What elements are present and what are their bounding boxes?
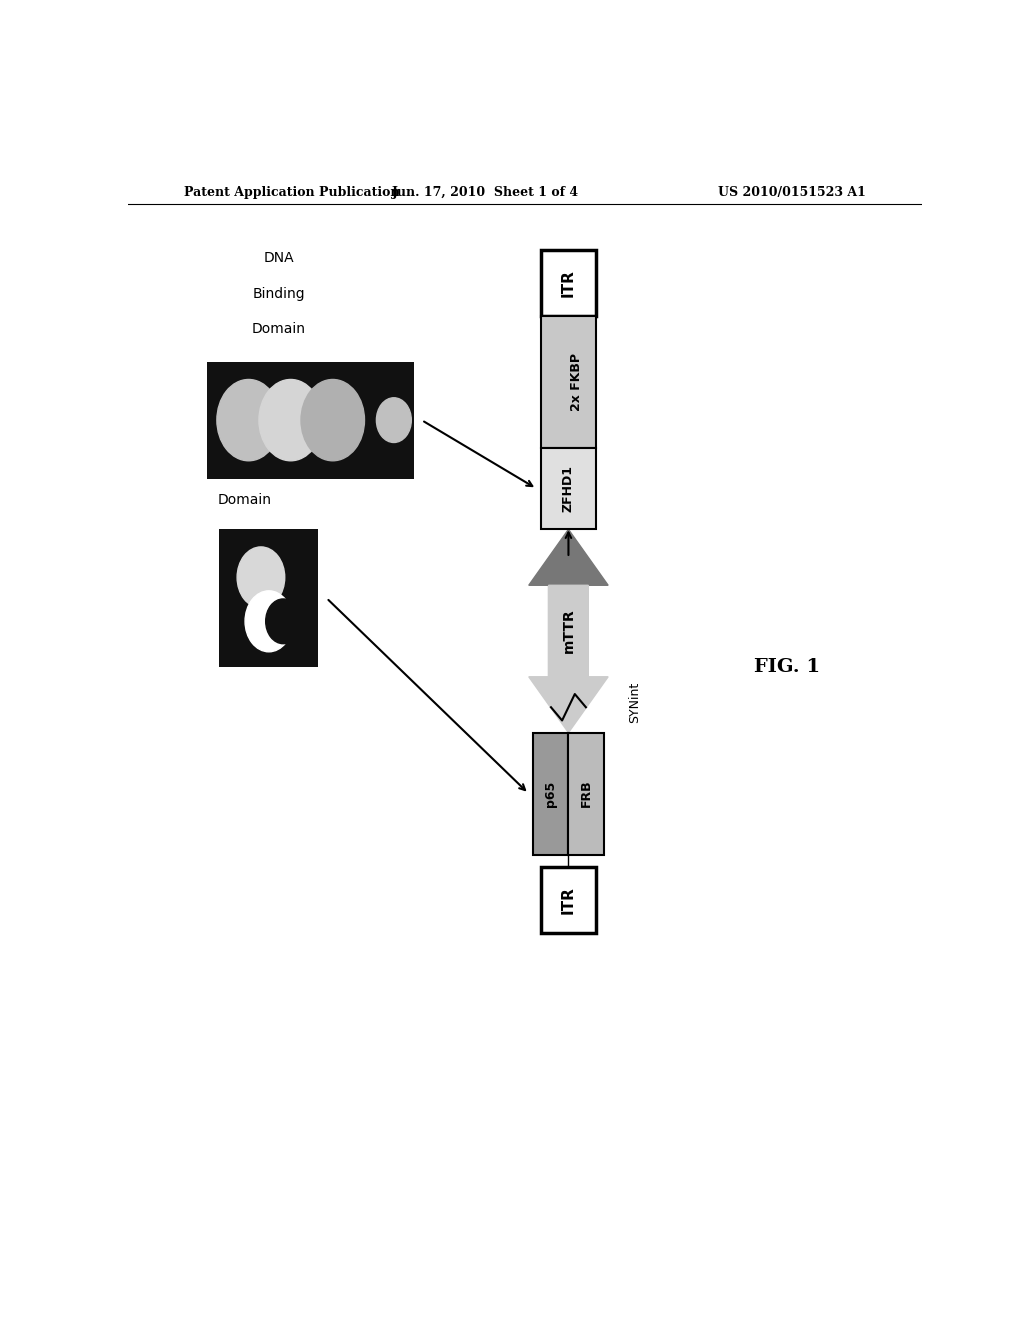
Text: Domain: Domain — [252, 322, 306, 337]
Bar — [541, 315, 596, 447]
Text: ITR: ITR — [561, 886, 575, 913]
Bar — [219, 529, 318, 667]
Bar — [541, 249, 596, 315]
Text: SYNint: SYNint — [628, 681, 641, 722]
Bar — [541, 867, 596, 933]
Text: DNA: DNA — [263, 251, 294, 265]
Polygon shape — [528, 585, 608, 733]
Text: FIG. 1: FIG. 1 — [754, 657, 820, 676]
Text: ITR: ITR — [561, 269, 575, 297]
Text: Activation: Activation — [210, 458, 280, 471]
Bar — [532, 733, 568, 854]
Bar — [568, 733, 604, 854]
Bar — [541, 447, 596, 529]
Text: Jun. 17, 2010  Sheet 1 of 4: Jun. 17, 2010 Sheet 1 of 4 — [391, 186, 579, 199]
Text: Domain: Domain — [218, 494, 272, 507]
Circle shape — [217, 379, 281, 461]
Text: FRB: FRB — [580, 780, 593, 808]
Circle shape — [259, 379, 323, 461]
Text: Binding: Binding — [253, 286, 305, 301]
Text: Patent Application Publication: Patent Application Publication — [183, 186, 399, 199]
Circle shape — [301, 379, 365, 461]
Circle shape — [377, 397, 412, 442]
Polygon shape — [528, 529, 608, 677]
Text: US 2010/0151523 A1: US 2010/0151523 A1 — [718, 186, 866, 199]
Text: p65: p65 — [544, 780, 557, 807]
Bar — [207, 362, 414, 479]
Text: ZFHD1: ZFHD1 — [562, 465, 574, 512]
Circle shape — [245, 591, 293, 652]
Circle shape — [238, 546, 285, 609]
Text: 2x FKBP: 2x FKBP — [570, 352, 583, 411]
Circle shape — [265, 599, 301, 644]
Text: mTTR: mTTR — [561, 609, 575, 653]
